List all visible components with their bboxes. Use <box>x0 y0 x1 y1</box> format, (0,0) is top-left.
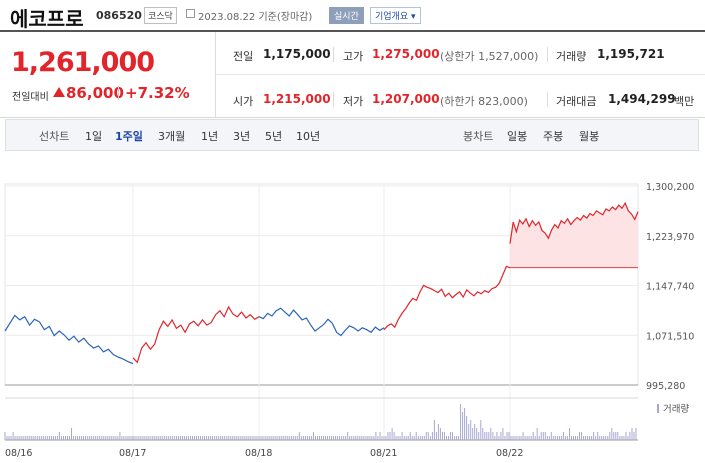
high-value: 1,275,000 <box>372 47 440 61</box>
price-series-08-18 <box>258 307 385 337</box>
plot-frame <box>4 183 639 386</box>
candle-chart-label: 봉차트 <box>463 130 494 143</box>
above-reference-fill <box>510 203 638 268</box>
date-value: 2023.08.22 <box>198 12 256 23</box>
x-tick-label: 08/17 <box>119 448 146 459</box>
price-panel <box>0 30 705 118</box>
low-label: 저가 <box>343 95 364 108</box>
prev-close-label: 전일 <box>233 50 254 63</box>
open-value: 1,215,000 <box>263 92 331 106</box>
divider <box>215 32 216 117</box>
upper-limit: (상한가 1,527,000) <box>440 50 539 63</box>
change-percent: +7.32% <box>125 84 190 102</box>
divider <box>547 47 548 62</box>
divider <box>333 92 334 107</box>
divider <box>333 47 334 62</box>
y-tick-label: 995,280 <box>646 381 685 392</box>
y-tick-label: 1,223,970 <box>646 232 694 243</box>
period-toolbar <box>5 119 699 151</box>
y-tick-label: 1,071,510 <box>646 331 694 342</box>
period-3y[interactable]: 3년 <box>233 130 251 143</box>
current-price: 1,261,000 <box>11 47 155 78</box>
period-5y[interactable]: 5년 <box>265 130 283 143</box>
period-10y[interactable]: 10년 <box>296 130 321 143</box>
period-3m[interactable]: 3개월 <box>158 130 186 143</box>
prev-close-value: 1,175,000 <box>263 47 331 61</box>
divider <box>216 74 705 75</box>
x-tick-label: 08/21 <box>370 448 397 459</box>
company-overview-label: 기업개요 <box>375 12 409 22</box>
volume-legend-label: 거래량 <box>663 403 689 415</box>
price-series-08-16 <box>4 314 134 365</box>
price-series-08-21 <box>383 265 511 331</box>
x-tick-label: 08/22 <box>496 448 523 459</box>
high-label: 고가 <box>343 50 364 63</box>
divider <box>118 86 119 100</box>
candle-daily[interactable]: 일봉 <box>507 130 528 143</box>
amount-unit: 백만 <box>674 95 695 108</box>
volume-legend-swatch <box>657 404 659 413</box>
change-label: 전일대비 <box>12 92 49 103</box>
candle-weekly[interactable]: 주봉 <box>543 130 564 143</box>
price-chart-svg: 1,300,200 1,223,970 1,147,740 1,071,510 995,… <box>4 182 694 459</box>
price-chart: 1,300,200 1,223,970 1,147,740 1,071,510 995,… <box>0 156 705 463</box>
candle-monthly[interactable]: 월봉 <box>579 130 600 143</box>
y-tick-label: 1,147,740 <box>646 282 694 293</box>
divider <box>547 92 548 107</box>
company-overview-dropdown[interactable]: 기업개요 ▾ <box>370 7 421 24</box>
x-tick-label: 08/18 <box>245 448 272 459</box>
realtime-button[interactable]: 실시간 <box>329 7 364 24</box>
market-badge: 코스닥 <box>144 7 177 24</box>
quote-date: 2023.08.22 기준(장마감) <box>198 8 312 23</box>
volume-label: 거래량 <box>556 50 587 63</box>
price-series-08-22 <box>509 201 639 244</box>
amount-label: 거래대금 <box>556 95 597 108</box>
change-value: 86,000 <box>66 84 124 102</box>
price-series-08-17 <box>132 305 260 364</box>
lower-limit: (하한가 823,000) <box>440 95 528 108</box>
low-value: 1,207,000 <box>372 92 440 106</box>
calendar-icon <box>186 9 195 18</box>
date-basis: 기준(장마감) <box>258 12 313 23</box>
amount-value: 1,494,299 <box>608 92 676 106</box>
period-1d[interactable]: 1일 <box>85 130 103 143</box>
y-tick-label: 1,300,200 <box>646 182 694 193</box>
x-tick-label: 08/16 <box>5 448 32 459</box>
volume-value: 1,195,721 <box>597 47 665 61</box>
open-label: 시가 <box>233 95 254 108</box>
period-1w[interactable]: 1주일 <box>115 130 143 143</box>
period-1y[interactable]: 1년 <box>201 130 219 143</box>
up-arrow-icon <box>53 87 65 97</box>
stock-name: 에코프로 <box>10 7 84 31</box>
line-chart-label: 선차트 <box>39 130 70 143</box>
stock-code: 086520 <box>96 9 142 22</box>
chevron-down-icon: ▾ <box>411 12 416 22</box>
